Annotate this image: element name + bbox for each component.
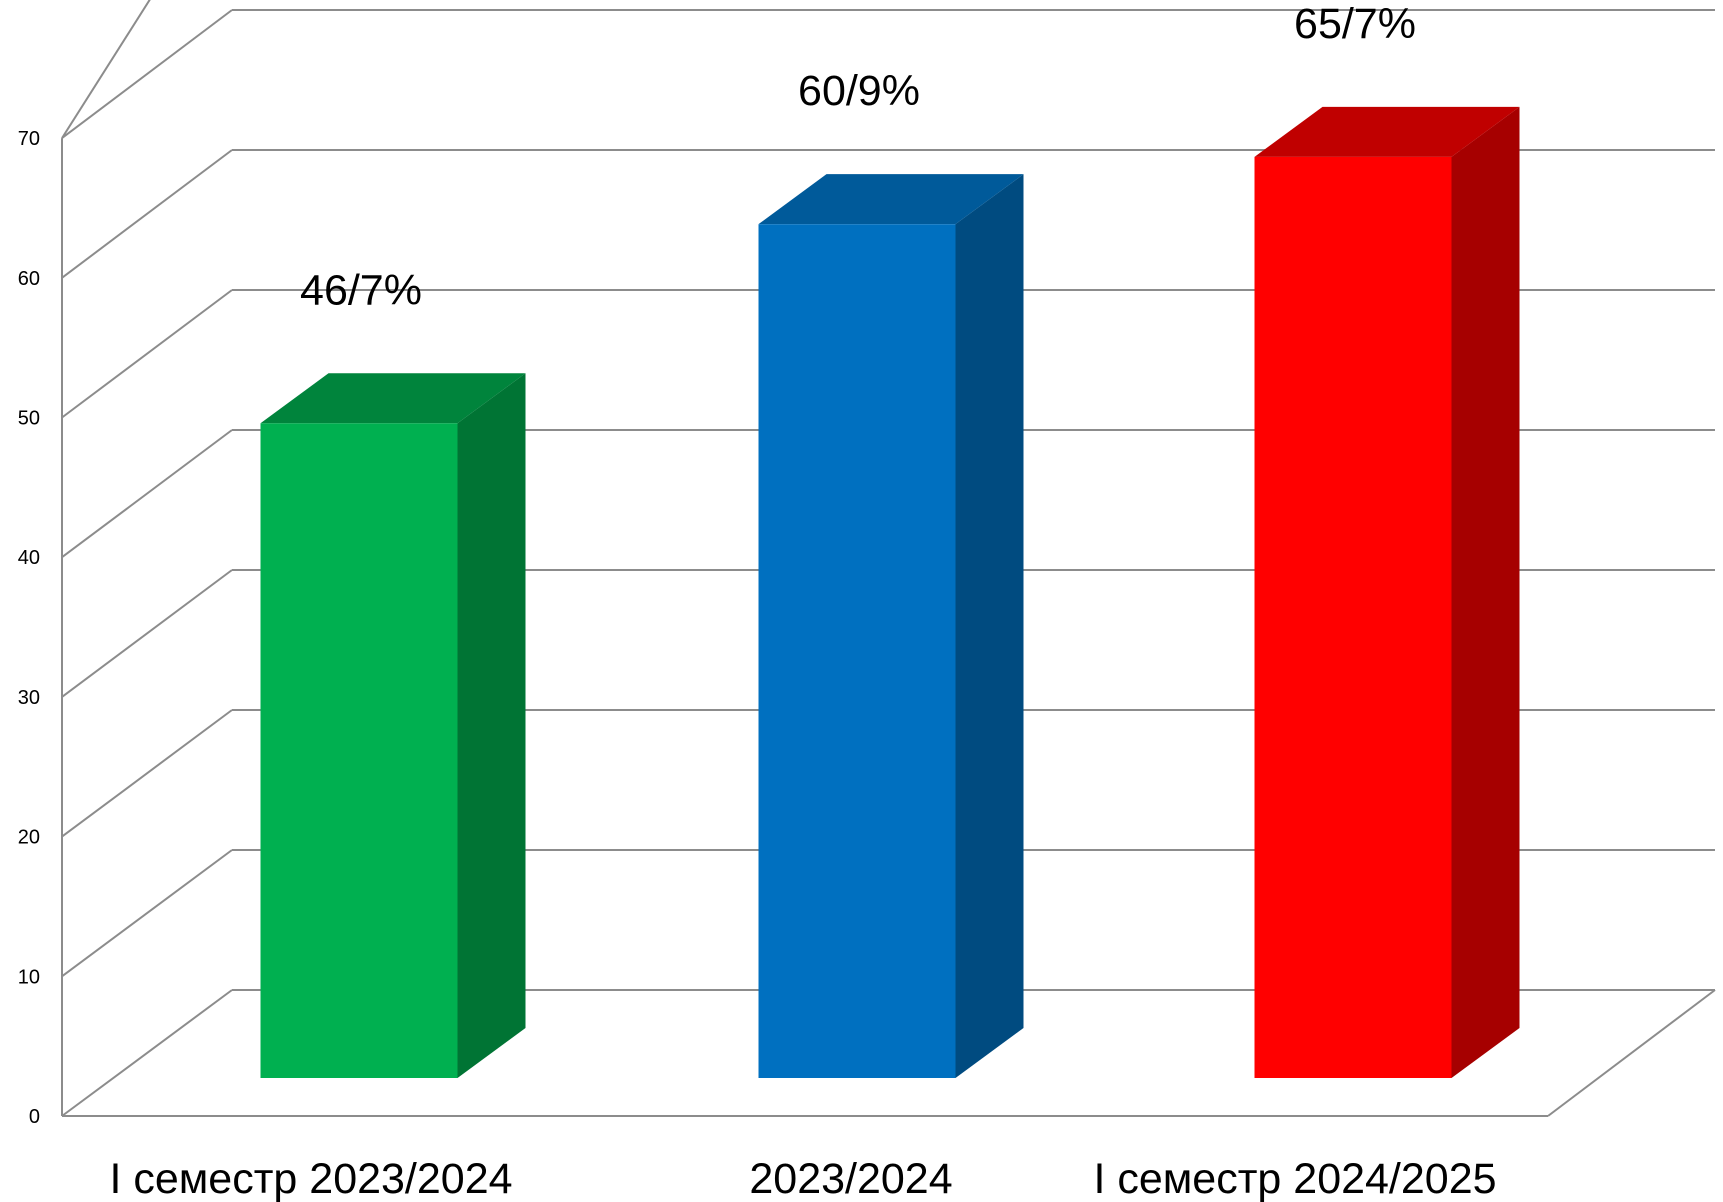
- bar-side-face: [457, 373, 526, 1078]
- side-wall-gridline: [61, 849, 233, 978]
- data-label: 60/9%: [798, 67, 920, 115]
- bars-layer: [260, 106, 1520, 1079]
- y-tick-label: 20: [18, 827, 40, 849]
- category-label: 2023/2024: [749, 1155, 952, 1202]
- y-tick-label: 30: [18, 687, 40, 709]
- side-wall-gridline: [61, 149, 233, 279]
- floor-right-edge: [1547, 989, 1716, 1117]
- labels-layer: 0 10 20 30 40 50 60 70 46/7% І семестр 2023/2024 6…: [18, 0, 1497, 1202]
- side-wall-gridline: [61, 9, 233, 139]
- bar: [260, 373, 526, 1078]
- side-wall-gridline: [61, 569, 233, 698]
- side-wall-gridline: [61, 709, 233, 838]
- data-label: 65/7%: [1294, 0, 1416, 48]
- bar: [1254, 106, 1520, 1079]
- side-wall-top-edge: [61, 0, 151, 139]
- y-tick-label: 60: [18, 268, 40, 290]
- category-label: І семестр 2024/2025: [1093, 1155, 1496, 1202]
- bar-side-face: [955, 174, 1024, 1078]
- bar-top-face: [260, 373, 526, 424]
- bar-top-face: [758, 174, 1024, 225]
- y-tick-label: 10: [18, 966, 40, 988]
- bar: [758, 174, 1024, 1078]
- bar-front-face: [1254, 156, 1452, 1079]
- side-wall-gridline: [61, 289, 233, 419]
- bar-front-face: [260, 423, 458, 1078]
- y-tick-label: 50: [18, 408, 40, 430]
- bar-front-face: [758, 224, 956, 1078]
- y-tick-label: 40: [18, 547, 40, 569]
- y-tick-label: 0: [29, 1106, 40, 1128]
- data-label: 46/7%: [300, 266, 422, 314]
- category-label: І семестр 2023/2024: [109, 1155, 512, 1202]
- bar-top-face: [1254, 106, 1520, 157]
- side-wall-gridline: [61, 989, 233, 1117]
- bar-side-face: [1451, 106, 1520, 1079]
- side-wall-gridline: [61, 429, 233, 559]
- y-tick-label: 70: [18, 128, 40, 150]
